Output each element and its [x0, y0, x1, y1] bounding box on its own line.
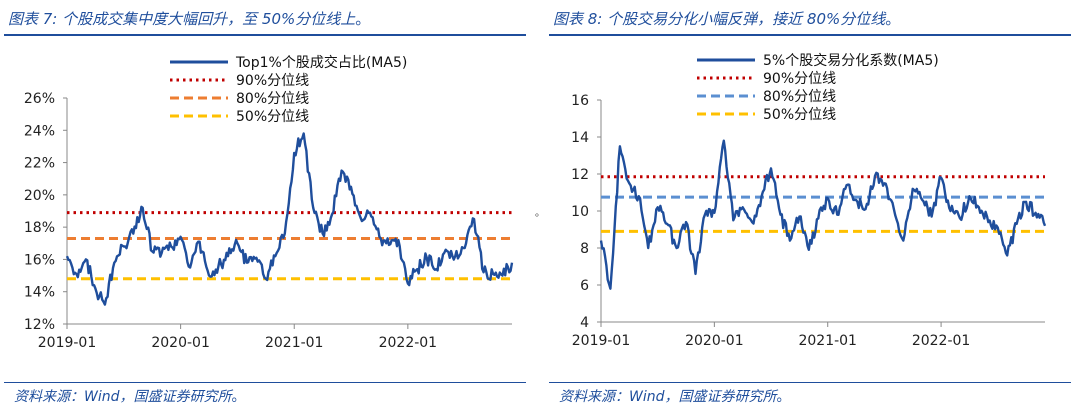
legend-label: 50%分位线 — [763, 107, 836, 123]
y-tick-label: 14 — [571, 130, 589, 146]
chart-panel-right: 图表 8: 个股交易分化小幅反弹，接近 80%分位线。 4 6 8 10 12 14 16 2… — [545, 0, 1075, 410]
line-chart: 4 6 8 10 12 14 16 2019-01 2020-01 2021-01 2022-01 5… — [571, 52, 1047, 349]
figure-title-text: 个股交易分化小幅反弹，接近 80%分位线 — [607, 10, 886, 28]
y-tick-label: 12 — [571, 167, 589, 183]
x-tick-label: 2021-01 — [798, 333, 857, 349]
y-tick-label: 10 — [571, 204, 589, 220]
x-tick-label: 2022-01 — [912, 333, 971, 349]
source-divider — [4, 382, 526, 383]
y-tick-label: 20% — [24, 188, 55, 204]
source-text: 资料来源：Wind，国盛证券研究所 — [14, 389, 232, 405]
y-tick-label: 6 — [580, 278, 589, 294]
y-tick-label: 14% — [24, 285, 55, 301]
y-tick-label: 18% — [24, 220, 55, 236]
legend-label: 80%分位线 — [763, 89, 836, 105]
x-tick-label: 2020-01 — [685, 333, 744, 349]
figure-title: 图表 8: 个股交易分化小幅反弹，接近 80%分位线。 — [553, 10, 901, 28]
figure-number: 图表 7: — [8, 10, 58, 28]
legend-label: 50%分位线 — [236, 109, 309, 125]
x-tick-label: 2019-01 — [38, 335, 97, 351]
x-tick-label: 2020-01 — [151, 335, 210, 351]
y-tick-label: 4 — [580, 315, 589, 331]
chart-panel-left: 图表 7: 个股成交集中度大幅回升，至 50%分位线上。 12% 14% 16% 18… — [0, 0, 530, 410]
x-tick-label: 2022-01 — [379, 335, 438, 351]
separator-mark: 。 — [535, 208, 545, 219]
y-tick-label: 22% — [24, 156, 55, 172]
series-line — [599, 139, 1047, 290]
y-tick-label: 12% — [24, 317, 55, 333]
figure-title: 图表 7: 个股成交集中度大幅回升，至 50%分位线上。 — [8, 10, 371, 28]
y-tick-label: 24% — [24, 123, 55, 139]
source-note: 资料来源：Wind，国盛证券研究所。 — [14, 389, 246, 405]
legend-label: 5%个股交易分化系数(MA5) — [763, 52, 939, 69]
figure-title-text: 个股成交集中度大幅回升，至 50%分位线上 — [62, 10, 356, 28]
series-line — [65, 132, 514, 306]
line-chart: 12% 14% 16% 18% 20% 22% 24% 26% 2019-01 2020-01 20… — [24, 54, 514, 351]
legend-label: 90%分位线 — [763, 71, 836, 87]
title-divider — [4, 34, 526, 36]
x-tick-label: 2021-01 — [265, 335, 324, 351]
y-tick-label: 8 — [580, 241, 589, 257]
source-divider — [549, 382, 1071, 383]
title-divider — [549, 34, 1071, 36]
source-text: 资料来源：Wind，国盛证券研究所 — [559, 389, 777, 405]
legend-label: 90%分位线 — [236, 73, 309, 89]
y-tick-label: 26% — [24, 91, 55, 107]
figure-number: 图表 8: — [553, 10, 603, 28]
x-tick-label: 2019-01 — [572, 333, 631, 349]
y-tick-label: 16 — [571, 93, 589, 109]
source-note: 资料来源：Wind，国盛证券研究所。 — [559, 389, 791, 405]
y-tick-label: 16% — [24, 252, 55, 268]
legend-label: 80%分位线 — [236, 91, 309, 107]
legend-label: Top1%个股成交占比(MA5) — [235, 54, 407, 71]
